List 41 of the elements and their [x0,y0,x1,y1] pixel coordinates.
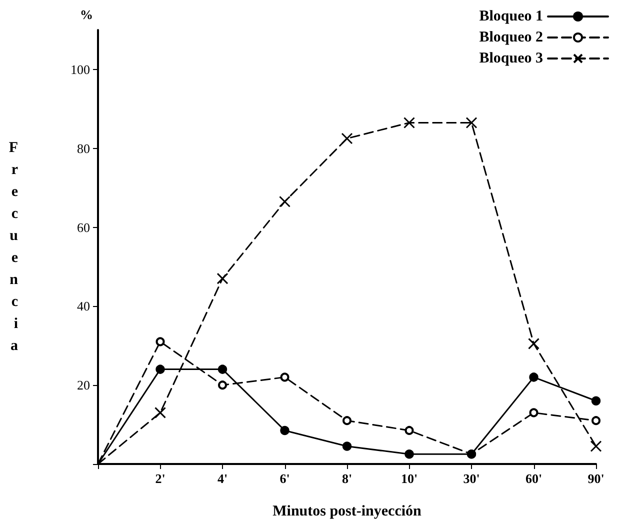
point [218,364,228,374]
point [218,380,227,390]
point [156,364,165,374]
x-axis-title: Minutos post-inyección [272,504,422,520]
point [528,338,540,350]
point [280,372,290,382]
point [592,416,600,426]
y-tick-label: 80 [77,140,90,156]
text: % [80,7,93,22]
y-tick-label: 40 [77,298,90,314]
point [404,450,414,459]
y-tick-label: 100 [70,62,90,77]
point [216,272,228,284]
x-tick-label: 8' [342,471,352,486]
point [279,196,290,208]
x-tick-label: 90' [588,471,604,486]
point [154,406,166,418]
point [591,396,601,406]
point [466,116,478,128]
point [156,337,165,346]
point [341,132,353,144]
point [404,426,414,435]
point [404,116,415,128]
point [342,442,352,451]
point [342,416,352,426]
legend-label: Bloqueo 3 [479,50,543,66]
x-tick-label: 2' [155,471,166,486]
point [529,372,538,382]
legend-label: Bloqueo 1 [479,8,543,24]
point [280,426,290,436]
text: Frecuencia [8,140,18,354]
point [590,440,602,452]
x-tick-label: 6' [280,471,290,486]
legend-label: Bloqueo 2 [479,30,543,46]
y-tick-label: 20 [77,378,90,393]
x-tick-label: 60' [525,471,542,486]
x-tick-label: 10' [400,471,418,486]
point [529,408,538,418]
x-tick-label: 30' [463,471,480,486]
x-tick-label: 4' [217,471,228,486]
y-tick-label: 60 [77,220,90,235]
